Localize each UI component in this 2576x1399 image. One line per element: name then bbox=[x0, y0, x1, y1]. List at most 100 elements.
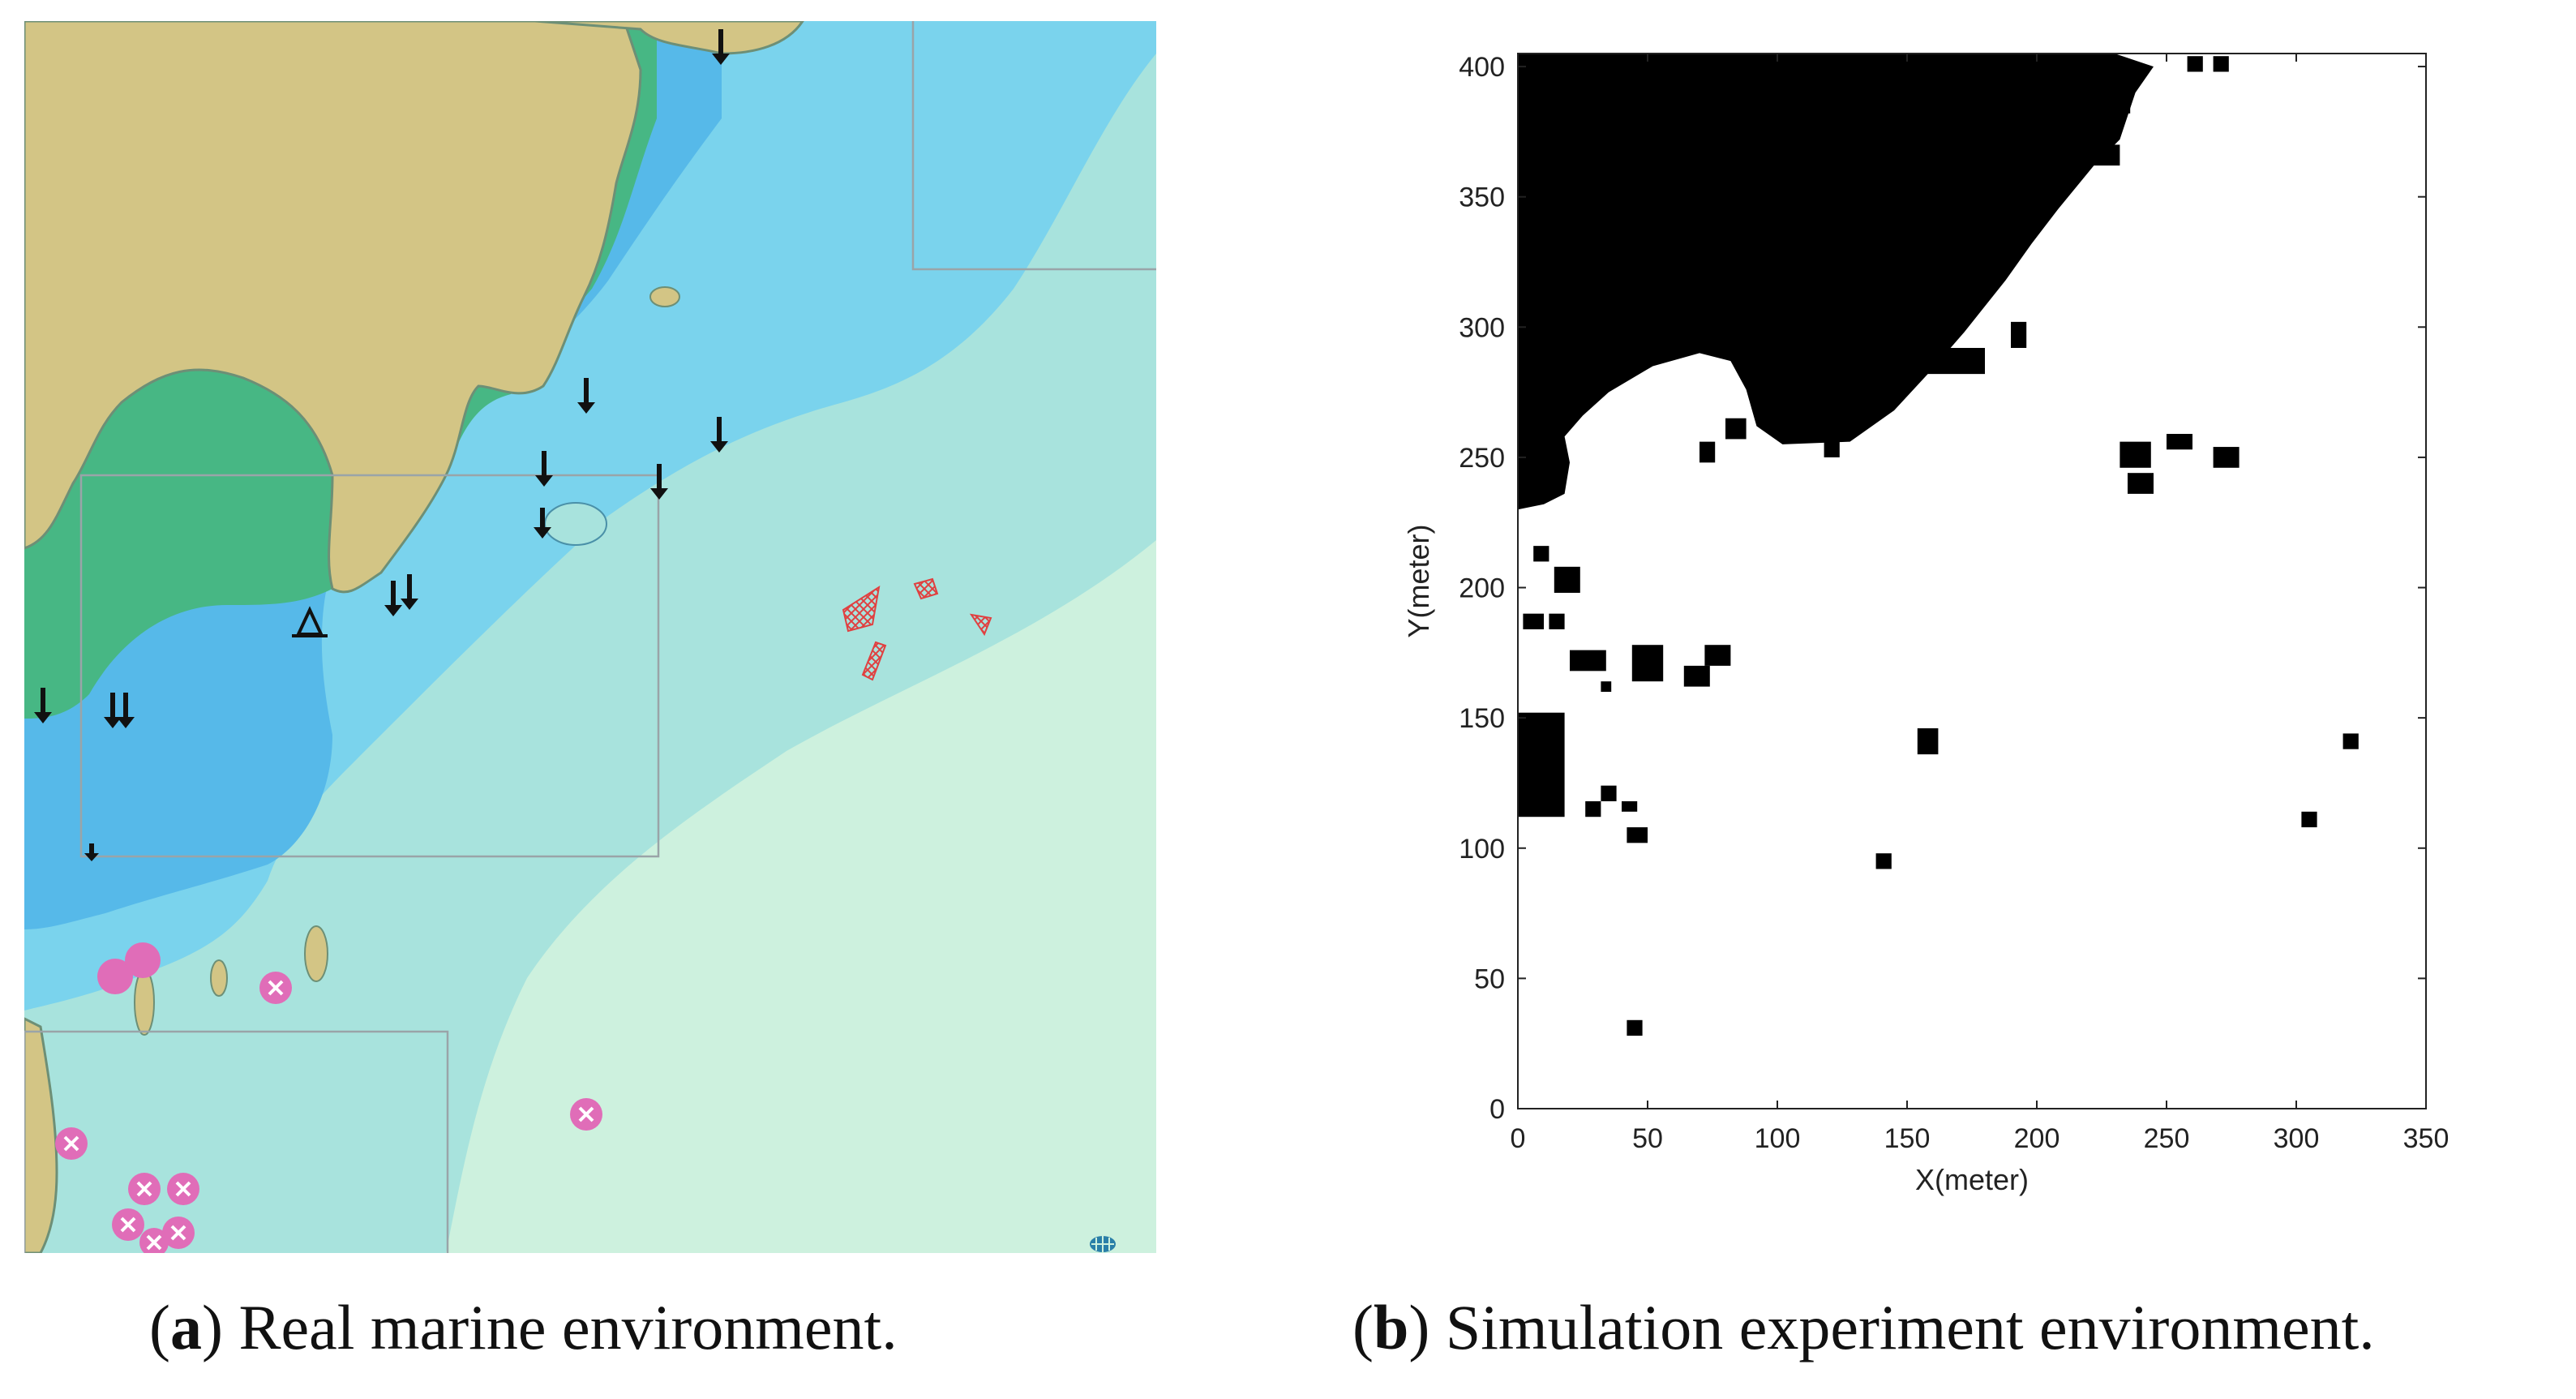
obstacle bbox=[1523, 613, 1544, 629]
obstacle bbox=[2128, 473, 2154, 494]
obstacle bbox=[1601, 785, 1617, 801]
island bbox=[134, 969, 155, 1036]
obstacle bbox=[2301, 811, 2317, 828]
x-tick-label: 100 bbox=[1755, 1123, 1801, 1154]
obstacle bbox=[1683, 665, 1710, 687]
island bbox=[649, 286, 680, 307]
obstacle bbox=[1972, 246, 2004, 262]
island bbox=[304, 925, 328, 982]
chart-inset-frame bbox=[79, 474, 660, 858]
obstacle bbox=[1875, 853, 1892, 869]
obstacle bbox=[1554, 566, 1580, 593]
wreck-icon bbox=[384, 581, 402, 616]
wreck-icon bbox=[104, 693, 122, 728]
fishing-area-icon bbox=[913, 577, 939, 600]
restricted-area-icon bbox=[259, 972, 292, 1004]
x-axis-label: X(meter) bbox=[1915, 1163, 2029, 1196]
x-tick-label: 0 bbox=[1511, 1123, 1526, 1154]
y-tick-label: 250 bbox=[1459, 443, 1505, 474]
obstacle bbox=[1533, 546, 1549, 562]
beacon-icon bbox=[1090, 1236, 1116, 1252]
y-tick-label: 0 bbox=[1489, 1094, 1505, 1125]
wreck-icon bbox=[535, 451, 553, 487]
obstacle bbox=[2089, 144, 2120, 166]
y-tick-label: 350 bbox=[1459, 182, 1505, 213]
caption-real-environment: (a) Real marine environment. bbox=[149, 1292, 898, 1363]
wreck-icon bbox=[534, 508, 551, 539]
restricted-area-icon bbox=[55, 1127, 88, 1160]
chart-inset-frame bbox=[911, 21, 1156, 271]
obstacle bbox=[1585, 800, 1601, 818]
y-tick-label: 200 bbox=[1459, 573, 1505, 604]
wreck-markers bbox=[34, 29, 730, 861]
obstacle bbox=[1601, 681, 1612, 693]
caption-letter: b bbox=[1373, 1292, 1409, 1363]
obstacle bbox=[1824, 441, 1840, 457]
y-tick-label: 150 bbox=[1459, 703, 1505, 734]
y-tick-label: 50 bbox=[1474, 963, 1505, 994]
obstacle bbox=[1704, 645, 1731, 666]
southwest-land bbox=[23, 1016, 58, 1255]
axes-layer: 0 50 100 150 200 250 300 350 0 50 100 150 200 250 300 3… bbox=[1459, 52, 2449, 1154]
wreck-icon bbox=[650, 464, 668, 500]
caption-letter: a bbox=[169, 1292, 202, 1363]
wreck-icon bbox=[712, 29, 730, 65]
obstacle-layer bbox=[1518, 54, 2359, 1036]
wreck-icon bbox=[577, 378, 595, 414]
obstacle bbox=[2120, 441, 2151, 468]
y-tick-label: 100 bbox=[1459, 834, 1505, 865]
caption-text: Simulation experiment environment. bbox=[1445, 1292, 2375, 1363]
obstacle bbox=[2342, 733, 2359, 749]
x-tick-label: 300 bbox=[2274, 1123, 2320, 1154]
restricted-area-icon bbox=[570, 1098, 602, 1131]
island bbox=[210, 959, 228, 997]
restricted-area-icon bbox=[162, 1217, 195, 1249]
obstacle bbox=[1907, 347, 1985, 375]
obstacle bbox=[1518, 712, 1565, 818]
island bbox=[544, 502, 607, 546]
simulation-chart: 0 50 100 150 200 250 300 350 0 50 100 150 200 250 300 3… bbox=[1402, 52, 2449, 1196]
fishing-area-icon bbox=[842, 585, 881, 633]
wreck-icon bbox=[84, 843, 99, 861]
restricted-area-markers bbox=[55, 942, 602, 1257]
simulation-chart-panel: 0 50 100 150 200 250 300 350 0 50 100 150 200 250 300 3… bbox=[1395, 41, 2530, 1257]
x-tick-label: 200 bbox=[2014, 1123, 2060, 1154]
mainland-land bbox=[23, 19, 642, 594]
fishing-areas bbox=[842, 577, 992, 681]
wreck-icon bbox=[710, 417, 728, 453]
fishing-area-icon bbox=[969, 613, 992, 637]
obstacle bbox=[1631, 645, 1664, 682]
y-axis-label: Y(meter) bbox=[1402, 524, 1435, 637]
axes-frame bbox=[1517, 53, 2427, 1109]
mainland-obstacle bbox=[1518, 54, 2154, 510]
restricted-area-icon bbox=[167, 1173, 199, 1205]
obstacle bbox=[1570, 650, 1606, 672]
obstacle bbox=[1549, 613, 1565, 629]
caption-text: Real marine environment. bbox=[238, 1292, 898, 1363]
obstacle bbox=[2213, 447, 2240, 468]
x-tick-label: 250 bbox=[2144, 1123, 2190, 1154]
x-tick-label: 50 bbox=[1632, 1123, 1663, 1154]
restricted-area-icon bbox=[112, 1208, 144, 1241]
y-tick-label: 400 bbox=[1459, 52, 1505, 83]
restricted-area-icon bbox=[139, 1228, 169, 1257]
marine-chart-panel bbox=[23, 19, 1156, 1268]
wreck-icon bbox=[117, 693, 135, 728]
obstacle bbox=[1627, 1019, 1643, 1036]
obstacle bbox=[2187, 56, 2203, 72]
obstacle bbox=[1699, 441, 1716, 463]
obstacle bbox=[1725, 418, 1747, 440]
fishing-area-icon bbox=[861, 641, 887, 681]
obstacle bbox=[2115, 97, 2131, 114]
obstacle bbox=[1917, 727, 1939, 755]
wreck-icon bbox=[34, 688, 52, 723]
y-tick-label: 300 bbox=[1459, 312, 1505, 343]
obstacle bbox=[1622, 800, 1638, 812]
restricted-area-icon bbox=[97, 942, 161, 994]
x-tick-label: 350 bbox=[2403, 1123, 2450, 1154]
obstacle bbox=[1627, 827, 1648, 843]
marine-chart-map bbox=[23, 19, 1156, 1268]
restricted-area-icon bbox=[128, 1173, 161, 1205]
obstacle bbox=[2011, 321, 2027, 348]
wreck-icon bbox=[401, 574, 418, 610]
